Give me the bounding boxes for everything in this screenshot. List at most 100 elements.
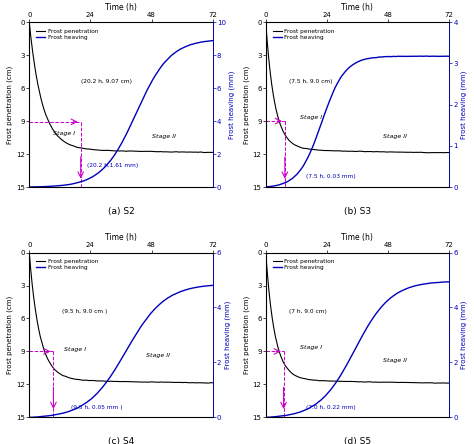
Text: (7.0 h, 0.22 mm): (7.0 h, 0.22 mm) (307, 404, 356, 409)
Text: (9.5 h, 0.05 mm ): (9.5 h, 0.05 mm ) (71, 404, 123, 409)
Frost penetration (369, 149, 375, 155)
Frost heaving (369, 317, 375, 322)
Frost penetration (421, 380, 427, 385)
Y-axis label: Frost heaving (mm): Frost heaving (mm) (461, 301, 467, 369)
Frost penetration (37, 335, 43, 340)
X-axis label: Time (h): Time (h) (341, 233, 374, 242)
Frost penetration (446, 381, 452, 386)
Frost heaving (274, 414, 280, 419)
Frost heaving (374, 310, 380, 315)
Frost penetration (204, 381, 210, 386)
Y-axis label: Frost heaving (mm): Frost heaving (mm) (461, 71, 467, 139)
Line: Frost penetration: Frost penetration (266, 22, 449, 153)
Frost heaving (138, 101, 144, 107)
Text: (d) S5: (d) S5 (344, 437, 371, 444)
Frost penetration (201, 150, 207, 155)
Frost penetration (133, 148, 138, 154)
Frost penetration (27, 20, 32, 25)
Legend: Frost penetration, Frost heaving: Frost penetration, Frost heaving (36, 259, 99, 271)
Frost penetration (133, 379, 138, 385)
Frost penetration (165, 149, 171, 155)
Y-axis label: Frost heaving (mm): Frost heaving (mm) (224, 301, 230, 369)
Frost heaving (27, 415, 32, 420)
Frost heaving (446, 54, 452, 59)
Frost penetration (263, 250, 269, 255)
Text: Stage I: Stage I (54, 131, 75, 136)
Y-axis label: Frost penetration (cm): Frost penetration (cm) (7, 65, 13, 144)
Frost heaving (446, 279, 452, 285)
Text: (b) S3: (b) S3 (344, 207, 371, 216)
Frost heaving (37, 414, 43, 419)
Text: (20.2 h,1.61 mm): (20.2 h,1.61 mm) (87, 163, 138, 168)
Frost penetration (27, 250, 32, 255)
Frost penetration (380, 380, 385, 385)
Text: Stage II: Stage II (152, 134, 175, 139)
Frost heaving (133, 332, 138, 337)
Y-axis label: Frost penetration (cm): Frost penetration (cm) (244, 296, 250, 374)
Frost penetration (138, 380, 144, 385)
Frost heaving (165, 295, 171, 300)
Frost heaving (210, 38, 216, 43)
Line: Frost heaving: Frost heaving (29, 285, 213, 417)
Frost penetration (402, 150, 408, 155)
Frost heaving (402, 54, 408, 59)
Text: Stage I: Stage I (64, 348, 86, 353)
Frost penetration (184, 150, 190, 155)
Line: Frost penetration: Frost penetration (266, 253, 449, 383)
Text: (7 h, 9.0 cm): (7 h, 9.0 cm) (289, 309, 327, 314)
Line: Frost heaving: Frost heaving (29, 40, 213, 187)
Text: Stage II: Stage II (383, 358, 407, 364)
Legend: Frost penetration, Frost heaving: Frost penetration, Frost heaving (36, 28, 99, 40)
Frost penetration (263, 20, 269, 25)
Frost heaving (184, 44, 190, 49)
Frost penetration (210, 380, 216, 385)
Frost heaving (402, 287, 408, 292)
X-axis label: Time (h): Time (h) (105, 3, 137, 12)
Line: Frost heaving: Frost heaving (266, 282, 449, 417)
Frost heaving (274, 183, 280, 188)
Frost penetration (446, 150, 452, 155)
Text: (7.5 h, 0.03 mm): (7.5 h, 0.03 mm) (307, 174, 356, 179)
Frost heaving (27, 184, 32, 190)
Line: Frost heaving: Frost heaving (266, 56, 449, 187)
Text: Stage I: Stage I (300, 345, 322, 350)
Frost penetration (274, 341, 280, 346)
X-axis label: Time (h): Time (h) (341, 3, 374, 12)
Frost penetration (184, 380, 190, 385)
Frost penetration (274, 111, 280, 116)
Frost heaving (138, 325, 144, 330)
Frost penetration (374, 149, 380, 155)
Y-axis label: Frost penetration (cm): Frost penetration (cm) (7, 296, 13, 374)
Frost heaving (143, 90, 149, 95)
Frost penetration (444, 381, 449, 386)
Frost penetration (143, 149, 149, 154)
Frost heaving (37, 184, 43, 190)
Frost heaving (369, 55, 375, 60)
Text: (20.2 h, 9.07 cm): (20.2 h, 9.07 cm) (82, 79, 132, 83)
Line: Frost penetration: Frost penetration (29, 22, 213, 153)
Text: (7.5 h, 9.0 cm): (7.5 h, 9.0 cm) (289, 79, 332, 83)
Frost penetration (37, 94, 43, 99)
Frost penetration (380, 149, 385, 155)
Frost penetration (369, 380, 375, 385)
Frost heaving (421, 281, 427, 287)
Frost heaving (418, 53, 424, 59)
Frost heaving (380, 54, 385, 59)
Frost heaving (380, 303, 385, 308)
Text: (a) S2: (a) S2 (108, 207, 134, 216)
Legend: Frost penetration, Frost heaving: Frost penetration, Frost heaving (273, 28, 335, 40)
Frost heaving (421, 54, 427, 59)
Y-axis label: Frost heaving (mm): Frost heaving (mm) (228, 71, 235, 139)
Frost heaving (143, 317, 149, 322)
Frost penetration (138, 149, 144, 154)
Frost heaving (263, 415, 269, 420)
Legend: Frost penetration, Frost heaving: Frost penetration, Frost heaving (273, 259, 335, 271)
Frost heaving (184, 287, 190, 292)
Frost heaving (263, 184, 269, 190)
Text: (c) S4: (c) S4 (108, 437, 134, 444)
Frost penetration (426, 150, 431, 155)
Frost penetration (421, 150, 427, 155)
Frost penetration (143, 379, 149, 385)
Text: Stage II: Stage II (383, 134, 407, 139)
X-axis label: Time (h): Time (h) (105, 233, 137, 242)
